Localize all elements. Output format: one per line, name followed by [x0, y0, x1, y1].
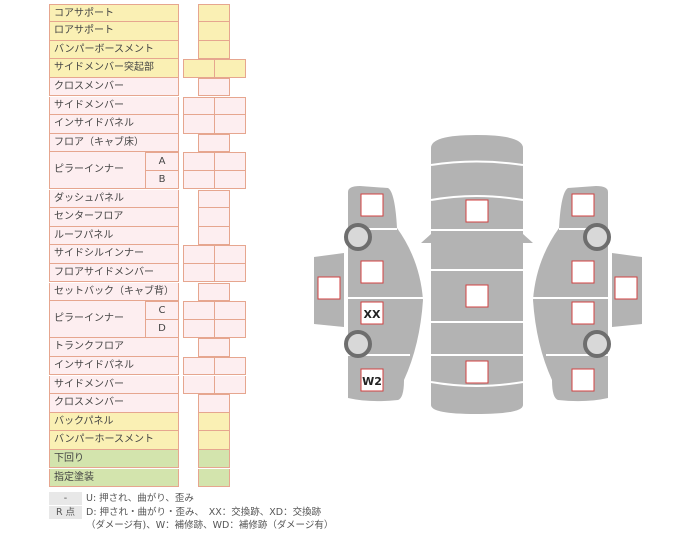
pillar-sub-label: B [145, 170, 179, 190]
car-right-side [533, 186, 608, 402]
wheel-icon [344, 330, 372, 358]
row-label: フロアサイドメンバー [49, 263, 179, 283]
row-label: セットバック（キャブ背） [49, 282, 179, 302]
mark-xx: XX [364, 308, 381, 321]
input-cell[interactable] [198, 431, 230, 450]
input-cell[interactable] [198, 208, 230, 227]
mark-box [571, 193, 595, 217]
input-cell[interactable] [198, 77, 230, 97]
row-label: サイドメンバー突起部 [49, 59, 179, 78]
input-cell[interactable] [198, 133, 230, 153]
row-label: ダッシュパネル [49, 189, 179, 209]
row-label: インサイドパネル [49, 115, 179, 134]
legend-text-w: （ダメージ有)、W：補修跡、WD：補修跡（ダメージ有） [86, 520, 334, 531]
input-cell[interactable] [198, 412, 230, 432]
row-label: ロアサポート [49, 22, 179, 41]
row-label: クロスメンバー [49, 77, 179, 97]
input-cell[interactable] [198, 189, 230, 209]
car-left-side [348, 186, 423, 402]
mark-box [465, 360, 489, 384]
row-label: クロスメンバー [49, 394, 179, 413]
row-label: 下回り [49, 449, 179, 469]
input-cell[interactable] [198, 40, 230, 60]
input-cell[interactable] [198, 226, 230, 246]
input-cell[interactable] [198, 282, 230, 302]
input-cell[interactable] [214, 245, 246, 264]
input-cell[interactable] [214, 115, 246, 134]
row-label: トランクフロア [49, 338, 179, 357]
pillar-sub-label: D [145, 319, 179, 339]
input-cell[interactable] [214, 170, 246, 190]
mark-box [571, 301, 595, 325]
pillar-sub-label: C [145, 301, 179, 320]
mark-box [465, 284, 489, 308]
input-cell[interactable] [198, 338, 230, 357]
input-cell[interactable] [214, 301, 246, 320]
mark-box [360, 260, 384, 284]
wheel-icon [344, 223, 372, 251]
input-cell[interactable] [214, 319, 246, 339]
row-label: フロア（キャブ床） [49, 133, 179, 153]
row-label: バンパーボースメント [49, 40, 179, 60]
input-cell[interactable] [214, 96, 246, 116]
input-cell[interactable] [198, 394, 230, 413]
row-label: センターフロア [49, 208, 179, 227]
mark-w2: W2 [362, 375, 382, 388]
input-cell[interactable] [198, 22, 230, 41]
input-cell[interactable] [214, 356, 246, 376]
input-cell[interactable] [214, 263, 246, 283]
row-label: コアサポート [49, 3, 179, 23]
row-label: サイドメンバー [49, 96, 179, 116]
input-cell[interactable] [214, 375, 246, 395]
legend-key-dash: - [49, 492, 82, 505]
row-label: サイドシルインナー [49, 245, 179, 264]
mark-box [317, 276, 341, 300]
wheel-icon [583, 330, 611, 358]
mark-box [614, 276, 638, 300]
row-label: 指定塗装 [49, 468, 179, 488]
row-label: ルーフパネル [49, 226, 179, 246]
row-label: バンパーホースメント [49, 431, 179, 450]
car-top-body [431, 135, 523, 414]
input-cell[interactable] [198, 449, 230, 469]
mark-box [571, 368, 595, 392]
legend-text-u: U: 押され、曲がり、歪み [86, 493, 194, 504]
mark-box [571, 260, 595, 284]
mark-box [360, 193, 384, 217]
input-cell[interactable] [198, 3, 230, 23]
row-label: インサイドパネル [49, 356, 179, 376]
pillar-sub-label: A [145, 152, 179, 171]
input-cell[interactable] [214, 59, 246, 78]
input-cell[interactable] [214, 152, 246, 171]
legend-text-d: D: 押され・曲がり・歪み、 XX：交換跡、XD：交換跡 [86, 507, 322, 518]
wheel-icon [583, 223, 611, 251]
row-label: バックパネル [49, 412, 179, 432]
input-cell[interactable] [198, 468, 230, 488]
legend-key-r: R 点 [49, 506, 82, 519]
mark-box [360, 301, 384, 325]
mark-box [465, 199, 489, 223]
mark-box [360, 368, 384, 392]
row-label: サイドメンバー [49, 375, 179, 395]
